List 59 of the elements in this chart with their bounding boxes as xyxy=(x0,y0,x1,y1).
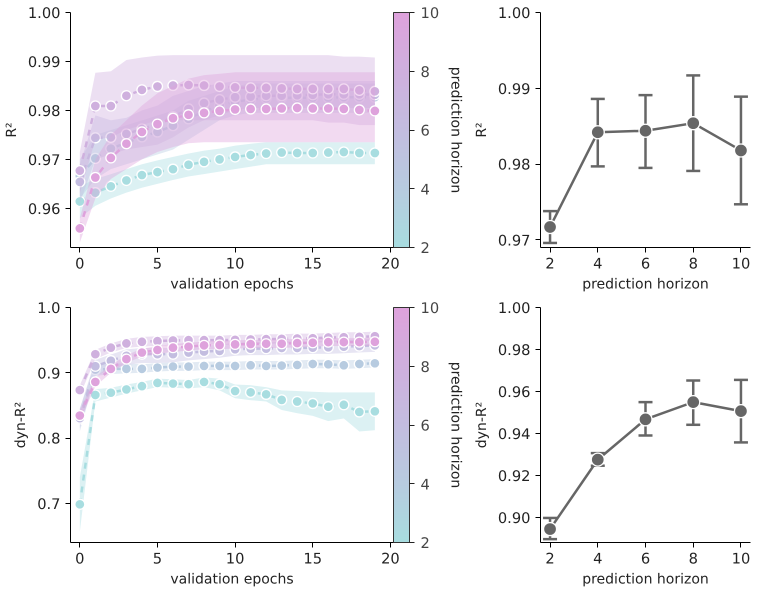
color-bar-label: 6 xyxy=(420,418,430,434)
x-tick-label: 10 xyxy=(732,256,750,272)
y-tick-label: 0.96 xyxy=(28,200,61,218)
color-bar-label: 10 xyxy=(420,300,440,317)
x-axis-title: prediction horizon xyxy=(582,276,709,292)
y-tick-label: 0.97 xyxy=(498,232,531,250)
y-axis-title: R² xyxy=(474,122,490,138)
x-axis-title: validation epochs xyxy=(170,276,294,292)
x-tick-label: 20 xyxy=(381,256,400,272)
x-tick-label: 8 xyxy=(688,550,698,568)
color-bar-title: prediction horizon xyxy=(448,362,464,488)
y-tick-label: 1.00 xyxy=(498,5,531,22)
x-tick-label: 4 xyxy=(593,550,602,568)
x-tick-label: 0 xyxy=(75,550,84,568)
y-tick-label: 0.90 xyxy=(498,510,531,527)
color-bar-label: 8 xyxy=(420,64,430,81)
y-tick-label: 1.0 xyxy=(37,300,61,317)
color-bar-label: 4 xyxy=(420,181,430,198)
y-axis-title: R² xyxy=(4,122,20,138)
x-tick-label: 5 xyxy=(152,550,162,568)
color-bar-label: 2 xyxy=(420,240,430,257)
y-tick-label: 0.98 xyxy=(498,342,531,359)
y-tick-label: 1.00 xyxy=(498,300,531,317)
x-tick-label: 10 xyxy=(226,256,244,272)
x-tick-label: 6 xyxy=(640,550,650,568)
x-tick-label: 0 xyxy=(75,256,84,272)
x-tick-label: 20 xyxy=(381,550,400,568)
y-tick-label: 0.97 xyxy=(28,152,61,169)
x-tick-label: 15 xyxy=(303,256,322,272)
x-tick-label: 2 xyxy=(545,256,555,272)
color-bar-title: prediction horizon xyxy=(448,66,464,194)
x-axis-title: validation epochs xyxy=(170,572,294,588)
color-bar-label: 4 xyxy=(420,476,430,494)
x-tick-label: 8 xyxy=(688,256,698,272)
x-tick-label: 6 xyxy=(640,256,650,272)
x-tick-label: 4 xyxy=(593,256,602,272)
y-tick-label: 0.99 xyxy=(498,80,531,98)
x-tick-label: 2 xyxy=(545,550,555,568)
y-tick-label: 0.99 xyxy=(28,54,61,71)
y-tick-label: 0.7 xyxy=(37,496,61,513)
x-axis-title: prediction horizon xyxy=(582,572,709,588)
x-tick-label: 10 xyxy=(732,550,750,568)
y-tick-label: 0.9 xyxy=(37,365,61,382)
y-tick-label: 0.96 xyxy=(498,384,531,401)
color-bar-label: 6 xyxy=(420,122,430,140)
y-tick-label: 0.98 xyxy=(498,156,531,174)
y-tick-label: 0.98 xyxy=(28,102,61,120)
y-axis-title: dyn-R² xyxy=(474,402,490,448)
y-tick-label: 1.00 xyxy=(28,5,61,22)
x-tick-label: 15 xyxy=(303,550,322,568)
color-bar-label: 2 xyxy=(420,535,430,552)
y-tick-label: 0.92 xyxy=(498,468,531,485)
y-tick-label: 0.94 xyxy=(498,426,531,443)
x-tick-label: 5 xyxy=(152,256,162,272)
y-axis-title: dyn-R² xyxy=(13,402,30,448)
y-tick-label: 0.8 xyxy=(37,430,61,448)
x-tick-label: 10 xyxy=(226,550,244,568)
color-bar-label: 10 xyxy=(420,5,440,22)
color-bar-label: 8 xyxy=(420,358,430,376)
